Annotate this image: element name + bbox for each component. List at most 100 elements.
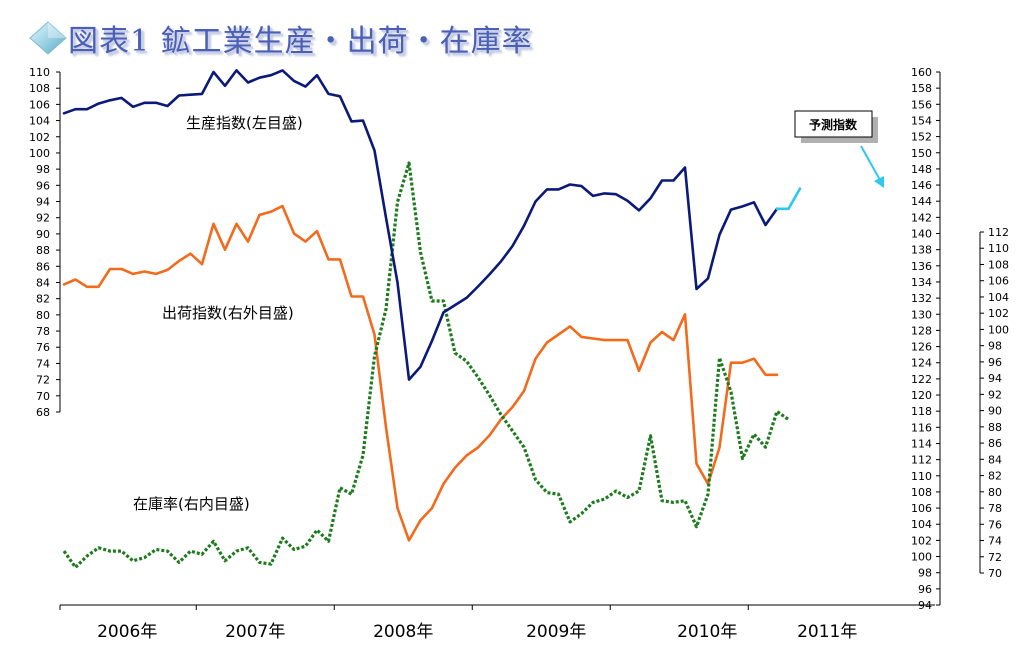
shipment-line — [62, 204, 779, 542]
y-tick-label-right-inner: 76 — [988, 518, 1002, 531]
y-tick-label-left: 76 — [36, 341, 50, 354]
y-tick-label-right-outer: 98 — [918, 567, 932, 580]
y-tick-label-right-inner: 70 — [988, 567, 1002, 580]
y-tick-label-right-outer: 134 — [911, 276, 932, 289]
y-tick-label-right-outer: 136 — [911, 260, 932, 273]
y-tick-label-right-outer: 144 — [911, 195, 932, 208]
y-tick-label-left: 72 — [36, 374, 50, 387]
y-tick-label-right-inner: 94 — [988, 372, 1002, 385]
production-label: 生産指数(左目盛) — [186, 114, 303, 132]
y-tick-label-right-outer: 132 — [911, 292, 932, 305]
y-tick-label-right-inner: 82 — [988, 470, 1002, 483]
y-tick-label-right-outer: 148 — [911, 163, 932, 176]
y-tick-label-right-outer: 138 — [911, 244, 932, 257]
y-tick-label-right-inner: 74 — [988, 535, 1002, 548]
y-tick-label-left: 70 — [36, 390, 50, 403]
y-tick-label-left: 110 — [29, 66, 50, 79]
y-tick-label-right-inner: 96 — [988, 356, 1002, 369]
y-tick-label-right-outer: 146 — [911, 179, 932, 192]
y-tick-label-right-inner: 108 — [988, 258, 1009, 271]
y-tick-label-right-outer: 140 — [911, 228, 932, 241]
y-tick-label-right-outer: 130 — [911, 308, 932, 321]
y-tick-label-right-outer: 100 — [911, 551, 932, 564]
y-tick-label-right-outer: 96 — [918, 583, 932, 596]
y-tick-label-right-outer: 102 — [911, 534, 932, 547]
y-tick-label-right-inner: 72 — [988, 551, 1002, 564]
y-tick-label-left: 80 — [36, 309, 50, 322]
y-tick-label-right-inner: 88 — [988, 421, 1002, 434]
label-layer: 生産指数(左目盛) 出荷指数(右外目盛) 在庫率(右内目盛) — [133, 114, 303, 513]
y-tick-label-left: 92 — [36, 212, 50, 225]
y-tick-label-right-outer: 110 — [911, 470, 932, 483]
diamond-icon — [29, 21, 67, 55]
y-tick-label-left: 78 — [36, 325, 50, 338]
y-tick-label-left: 100 — [29, 147, 50, 160]
y-tick-label-right-outer: 142 — [911, 211, 932, 224]
title-text: 図表1 鉱工業生産・出荷・在庫率 — [68, 24, 533, 59]
y-tick-label-right-outer: 108 — [911, 486, 932, 499]
y-tick-label-right-inner: 80 — [988, 486, 1002, 499]
y-tick-label-right-outer: 150 — [911, 147, 932, 160]
forecast-line — [775, 187, 802, 211]
y-tick-label-left: 104 — [29, 115, 50, 128]
y-tick-label-left: 94 — [36, 196, 50, 209]
y-tick-label-left: 108 — [29, 82, 50, 95]
y-tick-label-right-inner: 106 — [988, 275, 1009, 288]
x-tick-label: 2010年 — [677, 622, 737, 642]
y-tick-label-right-outer: 152 — [911, 131, 932, 144]
y-tick-label-right-outer: 128 — [911, 324, 932, 337]
y-tick-label-left: 88 — [36, 244, 50, 257]
forecast-callout-text: 予測指数 — [809, 117, 858, 132]
y-tick-label-right-outer: 116 — [911, 421, 932, 434]
y-tick-label-left: 106 — [29, 98, 50, 111]
y-tick-label-left: 98 — [36, 163, 50, 176]
y-tick-label-right-outer: 120 — [911, 389, 932, 402]
y-tick-label-left: 90 — [36, 228, 50, 241]
series-layer — [62, 69, 802, 569]
y-tick-label-right-outer: 158 — [911, 82, 932, 95]
y-tick-label-right-outer: 106 — [911, 502, 932, 515]
y-tick-label-right-inner: 98 — [988, 340, 1002, 353]
chart-title: 図表1 鉱工業生産・出荷・在庫率 — [28, 16, 533, 60]
inventory-line — [62, 161, 790, 569]
y-tick-label-left: 86 — [36, 260, 50, 273]
forecast-callout: 予測指数 — [794, 110, 884, 188]
y-tick-label-right-outer: 118 — [911, 405, 932, 418]
y-tick-label-right-inner: 100 — [988, 323, 1009, 336]
y-tick-label-right-inner: 92 — [988, 388, 1002, 401]
shipment-label: 出荷指数(右外目盛) — [162, 304, 294, 322]
y-tick-label-right-outer: 122 — [911, 373, 932, 386]
y-tick-label-left: 82 — [36, 293, 50, 306]
production-line — [62, 69, 779, 381]
y-tick-label-right-inner: 112 — [988, 226, 1009, 239]
x-tick-label: 2008年 — [373, 622, 433, 642]
x-tick-label: 2009年 — [526, 622, 586, 642]
x-tick-label: 2011年 — [797, 622, 857, 642]
y-tick-label-left: 96 — [36, 179, 50, 192]
y-tick-label-right-outer: 112 — [911, 454, 932, 467]
y-tick-label-right-outer: 124 — [911, 357, 932, 370]
callout-arrow-icon — [874, 176, 884, 188]
y-tick-label-left: 74 — [36, 357, 50, 370]
y-tick-label-left: 68 — [36, 406, 50, 419]
x-tick-label: 2007年 — [225, 622, 285, 642]
y-tick-label-right-inner: 110 — [988, 242, 1009, 255]
axes-layer: 68 70 72 74 76 78 80 82 84 86 88 90 92 94 96 98 100 102 10… — [29, 66, 1009, 642]
y-tick-label-right-inner: 90 — [988, 405, 1002, 418]
y-tick-label-right-inner: 84 — [988, 453, 1002, 466]
y-tick-label-right-outer: 126 — [911, 341, 932, 354]
y-tick-label-right-outer: 160 — [911, 66, 932, 79]
y-tick-label-left: 84 — [36, 276, 50, 289]
inventory-label: 在庫率(右内目盛) — [133, 495, 250, 513]
y-tick-label-left: 102 — [29, 131, 50, 144]
y-tick-label-right-inner: 78 — [988, 502, 1002, 515]
y-tick-label-right-outer: 156 — [911, 98, 932, 111]
y-tick-label-right-outer: 154 — [911, 114, 932, 127]
y-tick-label-right-outer: 104 — [911, 518, 932, 531]
y-tick-label-right-inner: 104 — [988, 291, 1009, 304]
y-tick-label-right-outer: 114 — [911, 437, 932, 450]
x-tick-label: 2006年 — [97, 622, 157, 642]
y-tick-label-right-inner: 86 — [988, 437, 1002, 450]
y-tick-label-right-inner: 102 — [988, 307, 1009, 320]
